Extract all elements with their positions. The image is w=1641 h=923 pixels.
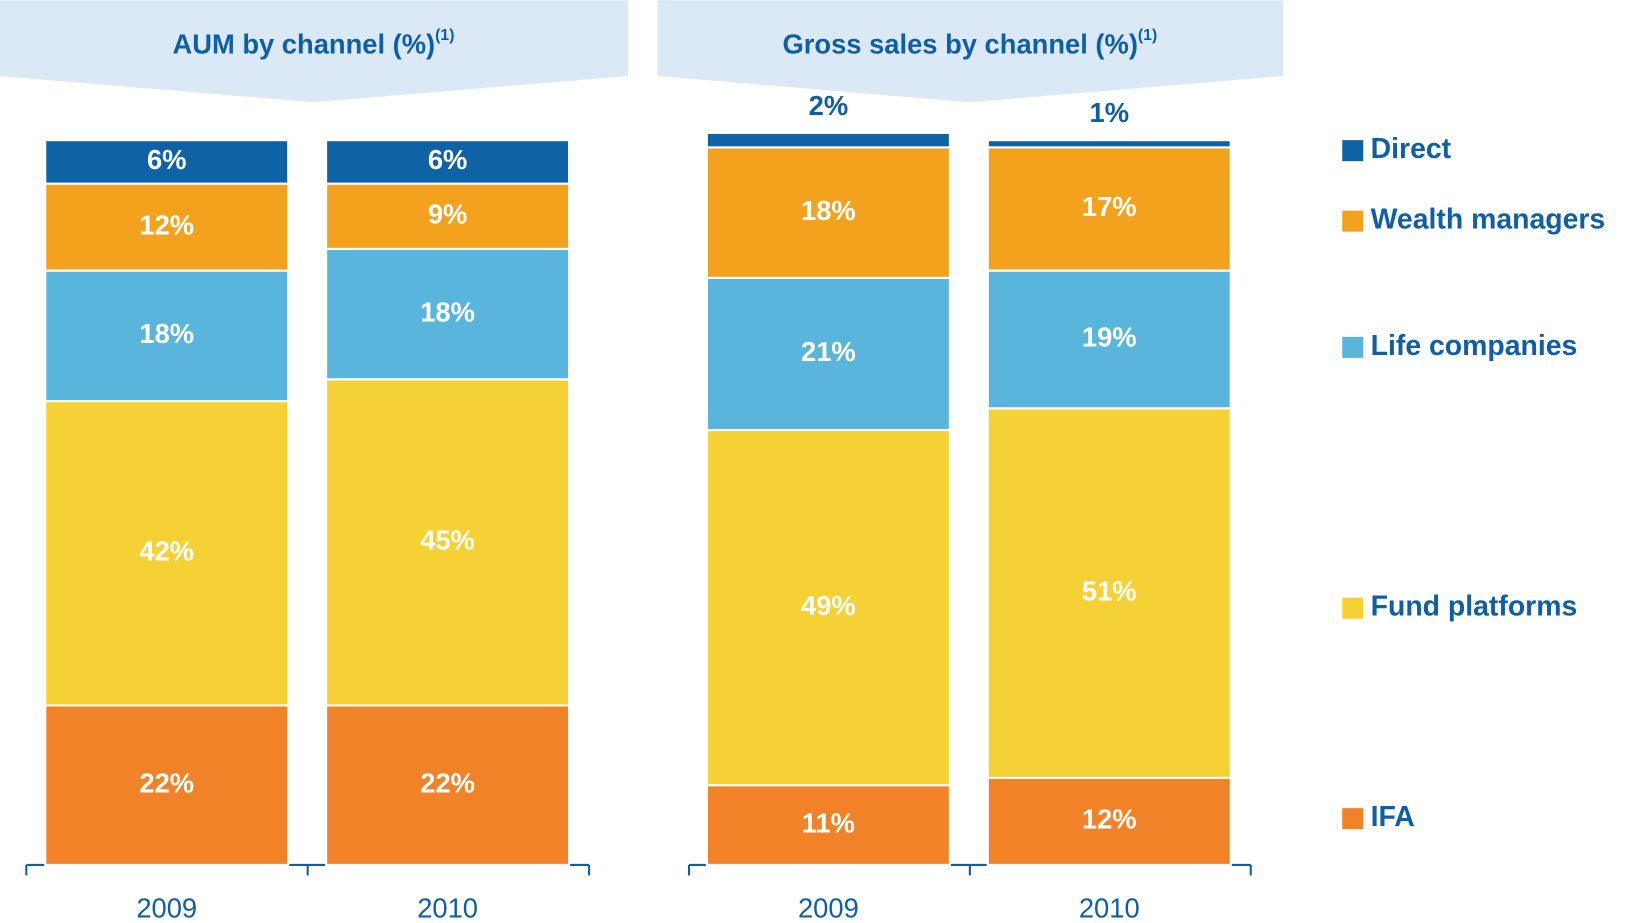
x-tick-label: 2009 <box>798 892 859 923</box>
data-label: 45% <box>420 525 475 556</box>
data-label: 51% <box>1082 575 1137 606</box>
legend-label: Life companies <box>1371 330 1578 362</box>
header-banner <box>657 0 1284 103</box>
chart-title: AUM by channel (%)(1) <box>172 27 454 60</box>
data-label: 18% <box>420 296 475 327</box>
title-text: Gross sales by channel (%) <box>783 29 1138 60</box>
data-label: 12% <box>139 209 194 240</box>
data-label: 42% <box>139 535 194 566</box>
legend-label: Direct <box>1371 133 1452 165</box>
title-note: (1) <box>1138 27 1157 44</box>
bar-segment <box>705 428 951 787</box>
data-label: 6% <box>147 144 187 175</box>
data-label: 6% <box>428 144 468 175</box>
data-label: 12% <box>1082 804 1137 835</box>
legend-label: Fund platforms <box>1371 591 1578 623</box>
bar-segment <box>44 400 290 707</box>
bar-segment <box>986 146 1232 272</box>
chart-title: Gross sales by channel (%)(1) <box>783 27 1158 60</box>
legend-swatch <box>1342 336 1364 358</box>
data-label: 11% <box>802 807 855 838</box>
data-label: 2% <box>809 90 849 121</box>
bar-segment <box>325 704 571 866</box>
x-tick-label: 2010 <box>1079 892 1140 923</box>
data-label: 17% <box>1082 191 1137 222</box>
bar-segment <box>325 378 571 707</box>
data-label: 9% <box>428 198 468 229</box>
legend-swatch <box>1342 808 1364 830</box>
bar-segment <box>705 146 951 279</box>
x-tick-label: 2009 <box>136 892 197 923</box>
title-text: AUM by channel (%) <box>172 29 435 60</box>
data-label: 22% <box>139 767 194 798</box>
data-label: 49% <box>801 590 856 621</box>
legend-swatch <box>1342 140 1364 162</box>
data-label: 22% <box>420 767 475 798</box>
data-label: 19% <box>1082 322 1137 353</box>
bar-segment <box>986 776 1232 866</box>
data-label: 18% <box>139 318 194 349</box>
legend-label: Wealth managers <box>1371 204 1606 236</box>
x-tick-label: 2010 <box>417 892 478 923</box>
bar-segment <box>705 276 951 432</box>
bar-segment <box>986 139 1232 149</box>
bar-segment <box>325 139 571 185</box>
bar-segment <box>986 269 1232 410</box>
bar-segment <box>986 407 1232 779</box>
bar-segment <box>325 247 571 381</box>
bar-segment <box>705 131 951 149</box>
header-banner <box>0 0 628 103</box>
legend-label: IFA <box>1371 801 1415 833</box>
data-label: 1% <box>1090 97 1130 128</box>
title-note: (1) <box>435 27 454 44</box>
bar-segment <box>44 139 290 185</box>
bar-segment <box>44 182 290 272</box>
data-label: 18% <box>801 195 856 226</box>
legend-swatch <box>1342 210 1364 232</box>
data-label: 21% <box>801 336 856 367</box>
bar-segment <box>44 269 290 403</box>
legend-swatch <box>1342 597 1364 619</box>
bar-segment <box>705 784 951 866</box>
